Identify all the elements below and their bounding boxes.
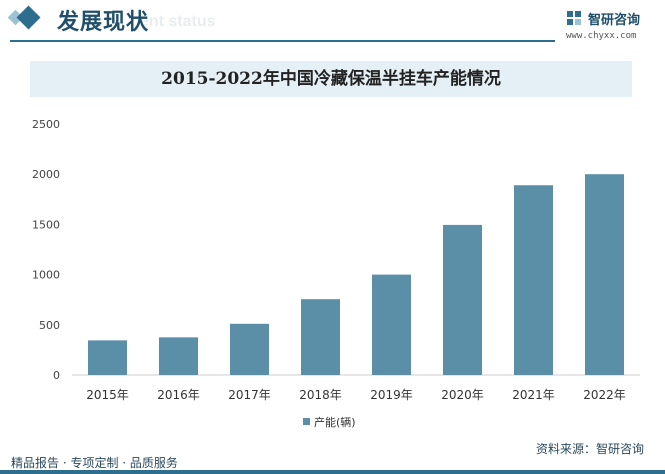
y-tick-label: 1000: [32, 269, 60, 282]
brand-name: 智研咨询: [588, 13, 641, 28]
source-text: 资料来源：智研咨询: [536, 442, 645, 456]
bar: [585, 174, 624, 375]
brand-logo-icon: [567, 11, 581, 25]
y-tick-label: 2500: [32, 118, 60, 131]
x-tick-label: 2017年: [228, 388, 271, 402]
x-tick-label: 2022年: [583, 388, 626, 402]
y-tick-label: 1500: [32, 218, 60, 231]
header-ghost-text: ent status: [140, 13, 216, 30]
x-tick-label: 2016年: [157, 388, 200, 402]
legend-swatch: [303, 418, 310, 425]
bar: [230, 323, 269, 375]
header: ent status 发展现状 智研咨询 www.chyxx.com: [0, 0, 665, 44]
header-diamond-icon: [16, 5, 41, 30]
legend-label: 产能(辆): [314, 416, 356, 429]
bar: [88, 340, 127, 375]
y-tick-label: 2000: [32, 168, 60, 181]
bar: [514, 185, 553, 375]
x-tick-label: 2015年: [86, 388, 129, 402]
bar-chart: 0 500 1000 1500 2000 2500 2015年 2016年 2017年 2018年…: [32, 118, 640, 402]
bar: [301, 299, 340, 375]
footer-slogan: 精品报告 · 专项定制 · 品质服务: [11, 456, 178, 470]
bar: [159, 337, 198, 375]
header-divider: [10, 40, 555, 42]
brand-url: www.chyxx.com: [566, 31, 637, 41]
x-tick-label: 2019年: [370, 388, 413, 402]
chart-title-band: [30, 61, 632, 97]
x-tick-label: 2020年: [441, 388, 484, 402]
x-tick-label: 2021年: [512, 388, 555, 402]
chart-title: 2015-2022年中国冷藏保温半挂车产能情况: [161, 69, 501, 89]
y-tick-label: 0: [53, 369, 60, 382]
x-tick-label: 2018年: [299, 388, 342, 402]
footer-bar: [0, 470, 665, 474]
y-tick-label: 500: [39, 319, 60, 332]
page-title: 发展现状: [57, 10, 150, 35]
bar: [372, 274, 411, 375]
bar: [443, 224, 482, 375]
